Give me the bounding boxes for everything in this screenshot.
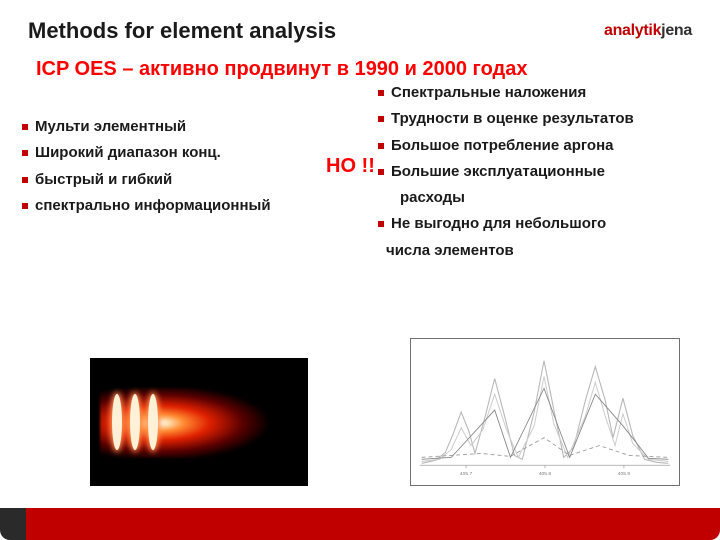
images-row: 405.7 405.8 405.9 <box>0 338 720 486</box>
bullet-icon <box>22 177 28 183</box>
advantages-list: Мульти элементный Широкий диапазон конц. б… <box>22 117 322 222</box>
bullet-icon <box>378 143 384 149</box>
list-item: числа элементов <box>378 241 713 261</box>
list-item: Трудности в оценке результатов <box>378 109 713 129</box>
list-item: быстрый и гибкий <box>22 170 322 190</box>
footer-left <box>0 508 26 540</box>
list-item: Широкий диапазон конц. <box>22 143 322 163</box>
logo-part-a: analytik <box>604 22 661 40</box>
svg-text:405.8: 405.8 <box>539 471 552 477</box>
svg-text:405.9: 405.9 <box>618 471 631 477</box>
list-item-label: Не выгодно для небольшого <box>391 214 606 234</box>
list-item-label: Мульти элементный <box>35 117 186 137</box>
list-item: расходы <box>378 188 713 208</box>
list-item-label: быстрый и гибкий <box>35 170 172 190</box>
bullet-icon <box>378 116 384 122</box>
bullet-icon <box>22 150 28 156</box>
brand-logo: analytikjena <box>604 22 692 40</box>
page-title: Methods for element analysis <box>28 18 336 44</box>
list-item-label: Широкий диапазон конц. <box>35 143 221 163</box>
list-item-label: расходы <box>400 188 465 208</box>
header: Methods for element analysis analytikjen… <box>0 0 720 44</box>
list-item: Не выгодно для небольшого <box>378 214 713 234</box>
subtitle: ICP OES – активно продвинут в 1990 и 200… <box>0 44 720 81</box>
bullet-icon <box>378 169 384 175</box>
svg-text:405.7: 405.7 <box>460 471 473 477</box>
but-label: НО !! <box>326 155 375 178</box>
list-item: Большие эксплуатационные <box>378 162 713 182</box>
spectrum-chart: 405.7 405.8 405.9 <box>410 338 680 486</box>
slide: Methods for element analysis analytikjen… <box>0 0 720 540</box>
footer-bar <box>0 508 720 540</box>
list-item: спектрально информационный <box>22 196 322 216</box>
bullet-icon <box>378 221 384 227</box>
list-item-label: Трудности в оценке результатов <box>391 109 634 129</box>
plasma-photo <box>90 358 308 486</box>
bullet-icon <box>22 124 28 130</box>
list-item: Мульти элементный <box>22 117 322 137</box>
logo-part-b: jena <box>661 22 692 40</box>
list-item-label: числа элементов <box>386 241 514 261</box>
bullet-icon <box>22 203 28 209</box>
plasma-rings <box>112 394 192 452</box>
bullet-icon <box>378 90 384 96</box>
chart-svg: 405.7 405.8 405.9 <box>411 339 679 485</box>
footer-right <box>26 508 720 540</box>
list-item-label: спектрально информационный <box>35 196 271 216</box>
list-item-label: Спектральные наложения <box>391 83 586 103</box>
list-item: Большое потребление аргона <box>378 136 713 156</box>
list-item: Спектральные наложения <box>378 83 713 103</box>
list-item-label: Большое потребление аргона <box>391 136 613 156</box>
disadvantages-list: Спектральные наложения Трудности в оценке… <box>378 83 713 267</box>
list-item-label: Большие эксплуатационные <box>391 162 605 182</box>
